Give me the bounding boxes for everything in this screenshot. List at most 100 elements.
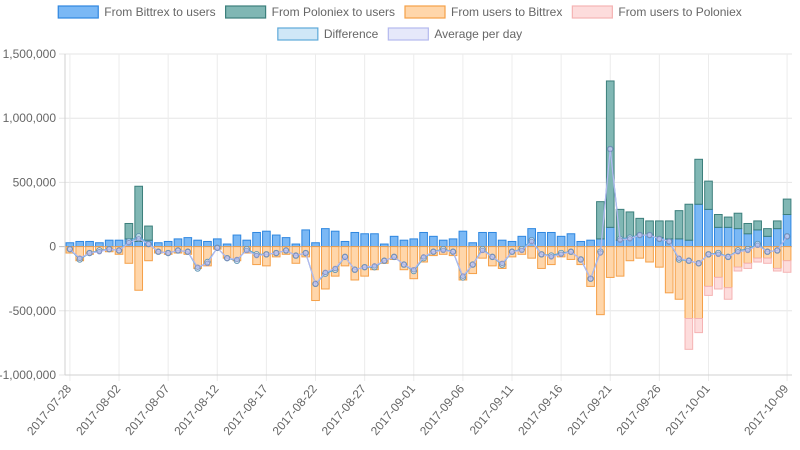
bar-bittrex-to-users (153, 242, 163, 248)
difference-point (498, 261, 506, 268)
bar-bittrex-to-users (183, 237, 193, 248)
legend-item-users-to-poloniex[interactable]: From users to Poloniex (571, 5, 742, 19)
x-tick-label: 2017-09-01 (368, 382, 418, 438)
y-tick-label: -1,000,000 (0, 368, 56, 382)
bar-poloniex-to-users (144, 225, 153, 241)
difference-point (479, 245, 486, 253)
legend-label: From Bittrex to users (104, 5, 215, 19)
average-point (381, 258, 387, 264)
bar-poloniex-to-users (674, 210, 684, 240)
bar-users-to-bittrex (605, 246, 615, 278)
legend-item-users-to-bittrex[interactable]: From users to Bittrex (404, 5, 562, 19)
average-point (165, 250, 171, 256)
bar-bittrex-to-users (104, 239, 114, 248)
bar-bittrex-to-users (242, 239, 252, 248)
legend-swatch (57, 5, 99, 19)
bar-bittrex-to-users (281, 237, 291, 248)
legend-label: From users to Poloniex (618, 5, 741, 19)
bar-bittrex-to-users (478, 231, 487, 248)
bar-bittrex-to-users (429, 235, 438, 248)
bar-users-to-bittrex (134, 246, 144, 291)
bar-bittrex-to-users (782, 214, 792, 248)
x-tick-label: 2017-09-26 (613, 382, 663, 438)
bar-users-to-bittrex (625, 246, 635, 262)
bar-bittrex-to-users (556, 235, 566, 248)
average-point (352, 267, 358, 273)
bars (65, 80, 792, 350)
bar-bittrex-to-users (163, 240, 173, 248)
average-point (185, 249, 191, 255)
bar-bittrex-to-users (448, 238, 458, 248)
legend-item-bittrex-to-users[interactable]: From Bittrex to users (57, 5, 216, 19)
bar-bittrex-to-users (566, 233, 576, 248)
average-point (735, 249, 741, 255)
bar-bittrex-to-users (193, 239, 202, 248)
bar-bittrex-to-users (733, 228, 743, 248)
average-point (253, 252, 260, 259)
average-point (617, 237, 623, 243)
bar-poloniex-to-users (782, 198, 792, 215)
average-point (587, 276, 594, 282)
bar-users-to-poloniex (743, 262, 753, 269)
bar-users-to-bittrex (527, 246, 536, 259)
average-point (460, 273, 466, 279)
average-point (695, 260, 702, 266)
bar-bittrex-to-users (537, 231, 546, 248)
bar-users-to-poloniex (753, 257, 762, 263)
bar-bittrex-to-users (340, 240, 350, 248)
bar-users-to-poloniex (772, 267, 782, 272)
legend-item-average-per-day[interactable]: Average per day (387, 27, 522, 41)
bar-bittrex-to-users (723, 226, 733, 248)
bar-poloniex-to-users (655, 220, 664, 239)
bar-users-to-poloniex (733, 266, 743, 272)
bar-bittrex-to-users (458, 230, 468, 248)
bar-bittrex-to-users (232, 234, 242, 248)
bar-poloniex-to-users (704, 180, 713, 210)
average-point (470, 261, 476, 268)
bar-users-to-bittrex (576, 246, 586, 266)
bar-poloniex-to-users (625, 211, 635, 239)
x-axis: 2017-07-282017-08-022017-08-072017-08-12… (24, 382, 792, 438)
average-point (578, 256, 584, 263)
x-tick-label: 2017-09-06 (417, 382, 467, 438)
average-line (69, 148, 788, 286)
average-point (745, 247, 751, 254)
legend-label: Average per day (434, 27, 522, 41)
bar-users-to-bittrex (330, 246, 340, 277)
legend-item-difference[interactable]: Difference (277, 27, 379, 41)
average-point (273, 250, 279, 256)
average-point (725, 254, 731, 260)
bar-poloniex-to-users (763, 228, 772, 237)
bar-bittrex-to-users (763, 235, 772, 248)
x-tick-label: 2017-08-27 (319, 382, 369, 438)
x-tick-label: 2017-07-28 (24, 382, 74, 438)
average-point (705, 251, 712, 258)
bar-bittrex-to-users (134, 240, 144, 248)
average-point (764, 249, 771, 255)
bar-bittrex-to-users (674, 238, 684, 248)
average-point (637, 232, 643, 238)
bar-bittrex-to-users (586, 239, 595, 248)
bar-bittrex-to-users (713, 226, 723, 248)
average-point (499, 260, 505, 266)
average-point (224, 255, 230, 261)
average-point (607, 146, 613, 152)
average-point (135, 236, 142, 242)
bar-users-to-poloniex (723, 287, 733, 300)
average-point (676, 255, 682, 261)
difference-point (528, 236, 535, 244)
average-point (244, 247, 250, 254)
average-point (479, 247, 486, 254)
bar-poloniex-to-users (713, 214, 723, 228)
bar-users-to-bittrex (684, 246, 694, 320)
bar-users-to-bittrex (674, 246, 684, 300)
legend-label: From Poloniex to users (272, 5, 395, 19)
average-point (666, 238, 672, 245)
bar-users-to-bittrex (753, 246, 762, 259)
bar-poloniex-to-users (684, 203, 694, 241)
legend-item-poloniex-to-users[interactable]: From Poloniex to users (225, 5, 395, 19)
bar-users-to-bittrex (124, 246, 134, 264)
average-point (597, 250, 604, 256)
